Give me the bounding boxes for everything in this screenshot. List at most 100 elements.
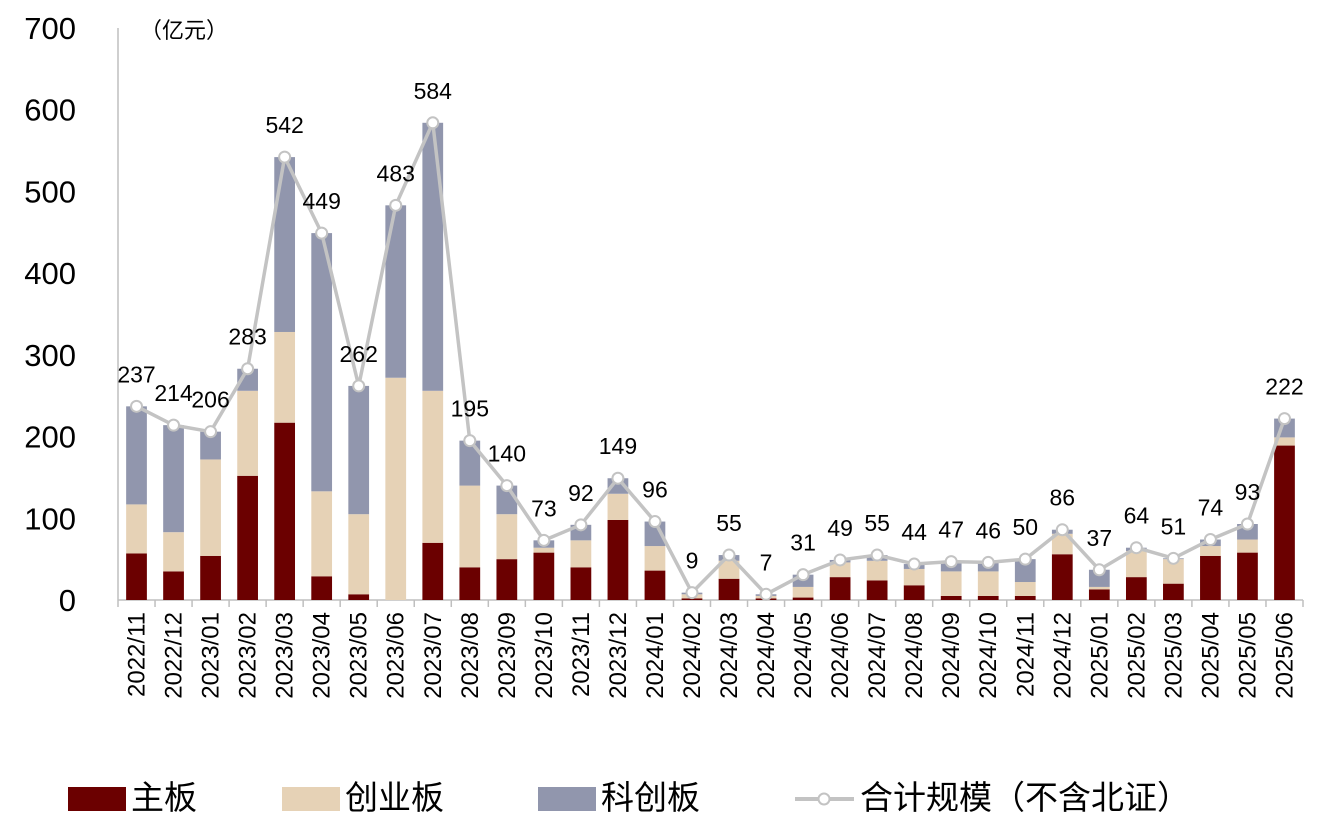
data-label: 86 — [1050, 485, 1076, 511]
legend-label-total: 合计规模（不含北证） — [860, 778, 1190, 817]
bar-segment-main-board — [459, 567, 481, 600]
bar-segment-chinext — [1237, 539, 1258, 553]
bar-segment-chinext — [1163, 559, 1184, 584]
data-label: 195 — [451, 396, 489, 422]
bar-segment-main-board — [1237, 552, 1258, 600]
bar-segment-main-board — [1014, 595, 1036, 600]
bar-segment-main-board — [829, 577, 851, 600]
bar-segment-chinext — [1274, 437, 1295, 446]
data-label: 93 — [1235, 479, 1261, 505]
x-tick-label: 2023/12 — [605, 612, 632, 699]
x-tick-label: 2023/10 — [531, 612, 558, 699]
bar-segment-main-board — [977, 595, 999, 600]
bar-segment-chinext — [1051, 533, 1073, 555]
bar-segment-chinext — [422, 390, 444, 543]
bar-segment-main-board — [718, 578, 740, 600]
data-label: 214 — [154, 380, 193, 406]
bar-segment-main-board — [792, 597, 814, 600]
x-tick-label: 2025/05 — [1234, 612, 1261, 699]
bar-segment-main-board — [126, 553, 147, 600]
x-tick-label: 2023/08 — [457, 612, 484, 699]
bar-segment-chinext — [977, 571, 999, 596]
legend-swatch-main-board — [68, 787, 126, 811]
x-tick-label: 2024/04 — [753, 612, 780, 699]
data-label: 49 — [827, 515, 853, 541]
bar-segment-chinext — [237, 390, 258, 476]
x-tick-label: 2024/02 — [679, 612, 706, 699]
total-point — [981, 555, 995, 569]
x-tick-label: 2022/11 — [124, 612, 151, 697]
bar-series — [126, 122, 1295, 600]
x-tick-label: 2025/03 — [1160, 612, 1187, 699]
bar-segment-main-board — [1125, 577, 1147, 600]
data-label: 237 — [117, 361, 155, 387]
bar-segment-main-board — [607, 519, 629, 600]
total-point — [167, 418, 181, 432]
total-point — [1055, 523, 1069, 537]
bar-segment-chinext — [1200, 546, 1221, 556]
bar-segment-star-market — [126, 406, 147, 505]
x-tick-label: 2023/11 — [568, 612, 595, 697]
bar-segment-star-market — [1014, 559, 1036, 583]
bar-segment-chinext — [866, 560, 888, 581]
bar-segment-main-board — [348, 594, 370, 600]
data-label: 7 — [760, 549, 773, 575]
bar-segment-main-board — [1088, 589, 1110, 600]
total-point — [685, 586, 699, 600]
bar-segment-main-board — [570, 567, 592, 600]
data-label: 74 — [1198, 495, 1224, 521]
x-tick-label: 2023/03 — [272, 612, 299, 699]
bar-segment-chinext — [496, 514, 518, 560]
total-line-series — [130, 116, 1291, 601]
total-point — [241, 362, 255, 376]
x-tick-label: 2024/06 — [827, 612, 854, 699]
bar-segment-main-board — [311, 576, 333, 600]
y-axis-ticks: 0 100 200 300 400 500 600 700 — [24, 11, 76, 618]
y-tick-label: 200 — [24, 420, 76, 455]
x-tick-label: 2024/12 — [1049, 612, 1076, 699]
bar-segment-star-market — [311, 233, 333, 492]
bar-segment-star-market — [644, 521, 666, 547]
total-point — [611, 471, 625, 485]
data-label: 55 — [864, 510, 890, 536]
legend: 主板 创业板 科创板 合计规模（不含北证） — [68, 778, 1190, 817]
data-label: 44 — [901, 519, 927, 545]
data-label: 51 — [1161, 513, 1187, 539]
data-label: 46 — [975, 517, 1001, 543]
data-label: 542 — [265, 112, 303, 138]
x-tick-label: 2024/03 — [716, 612, 743, 699]
bar-segment-main-board — [903, 585, 925, 600]
x-tick-label: 2023/09 — [494, 612, 521, 699]
y-tick-label: 400 — [24, 256, 76, 291]
bar-segment-chinext — [1125, 550, 1147, 578]
bar-segment-chinext — [200, 459, 221, 556]
bar-segment-main-board — [274, 422, 296, 600]
total-point — [1166, 551, 1180, 565]
bar-segment-chinext — [1014, 582, 1036, 596]
data-label: 37 — [1087, 525, 1113, 551]
x-tick-label: 2023/05 — [346, 612, 373, 699]
y-tick-label: 500 — [24, 174, 76, 209]
bar-segment-chinext — [607, 493, 629, 520]
total-point — [944, 555, 958, 569]
bar-segment-main-board — [1051, 554, 1073, 600]
total-point — [500, 479, 514, 493]
x-tick-label: 2023/04 — [309, 612, 336, 699]
bar-segment-main-board — [681, 598, 703, 600]
bar-segment-chinext — [126, 504, 147, 554]
data-label: 73 — [531, 495, 557, 521]
bar-segment-star-market — [422, 122, 444, 391]
data-label: 9 — [686, 548, 699, 574]
data-label: 483 — [377, 160, 415, 186]
data-label: 50 — [1012, 514, 1038, 540]
data-label: 92 — [568, 480, 594, 506]
x-tick-label: 2024/05 — [790, 612, 817, 699]
data-label: 96 — [642, 477, 668, 503]
total-point — [537, 533, 551, 547]
bar-segment-chinext — [385, 377, 407, 600]
y-tick-label: 600 — [24, 93, 76, 128]
bar-segment-main-board — [163, 571, 184, 600]
total-point — [796, 568, 810, 582]
x-tick-label: 2023/06 — [383, 612, 410, 699]
total-point — [278, 150, 292, 164]
